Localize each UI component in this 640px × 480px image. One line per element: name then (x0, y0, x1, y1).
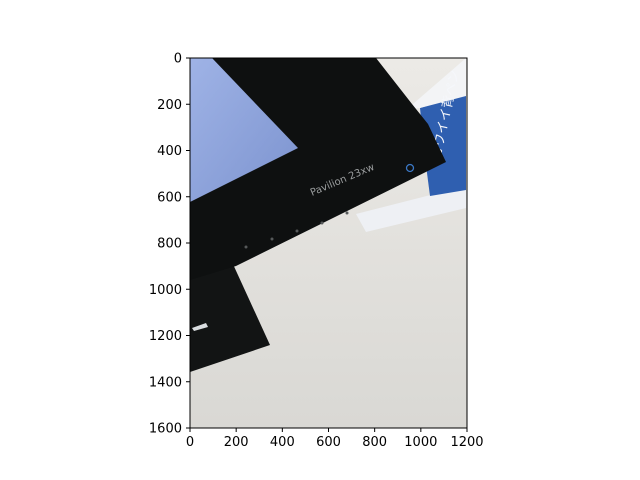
x-axis: 0 200 400 600 800 1000 1200 (186, 428, 484, 450)
stand-highlight (192, 323, 208, 331)
y-tick-label: 1400 (149, 375, 182, 390)
box-white-end (356, 186, 466, 232)
y-tick-label: 1600 (149, 422, 182, 437)
y-tick-label: 1200 (149, 329, 182, 344)
bezel-button-3 (295, 229, 299, 233)
y-axis: 0 200 400 600 800 1000 1200 1400 1600 (149, 52, 190, 437)
x-tick-label: 1000 (404, 435, 437, 450)
bezel-button-2 (270, 237, 274, 241)
y-tick-label: 600 (157, 190, 182, 205)
y-tick-label: 800 (157, 237, 182, 252)
y-tick-label: 400 (157, 144, 182, 159)
x-tick-label: 400 (270, 435, 295, 450)
x-tick-label: 0 (186, 435, 194, 450)
x-tick-label: 600 (316, 435, 341, 450)
x-tick-label: 200 (224, 435, 249, 450)
bezel-button-1 (244, 245, 248, 249)
box-blue-top (420, 94, 466, 196)
y-tick-label: 0 (174, 52, 182, 67)
bezel-button-5 (345, 211, 349, 215)
power-button-icon (405, 163, 415, 173)
monitor-screen (190, 58, 298, 202)
bezel-button-4 (320, 221, 324, 225)
x-tick-label: 1200 (450, 435, 483, 450)
y-tick-label: 200 (157, 98, 182, 113)
x-tick-label: 800 (362, 435, 387, 450)
box-light-face (406, 58, 466, 110)
monitor-stand-base (190, 262, 270, 372)
photo-image: カワイイ背ペン Pavilion 23xw (190, 58, 467, 428)
y-tick-label: 1000 (149, 283, 182, 298)
